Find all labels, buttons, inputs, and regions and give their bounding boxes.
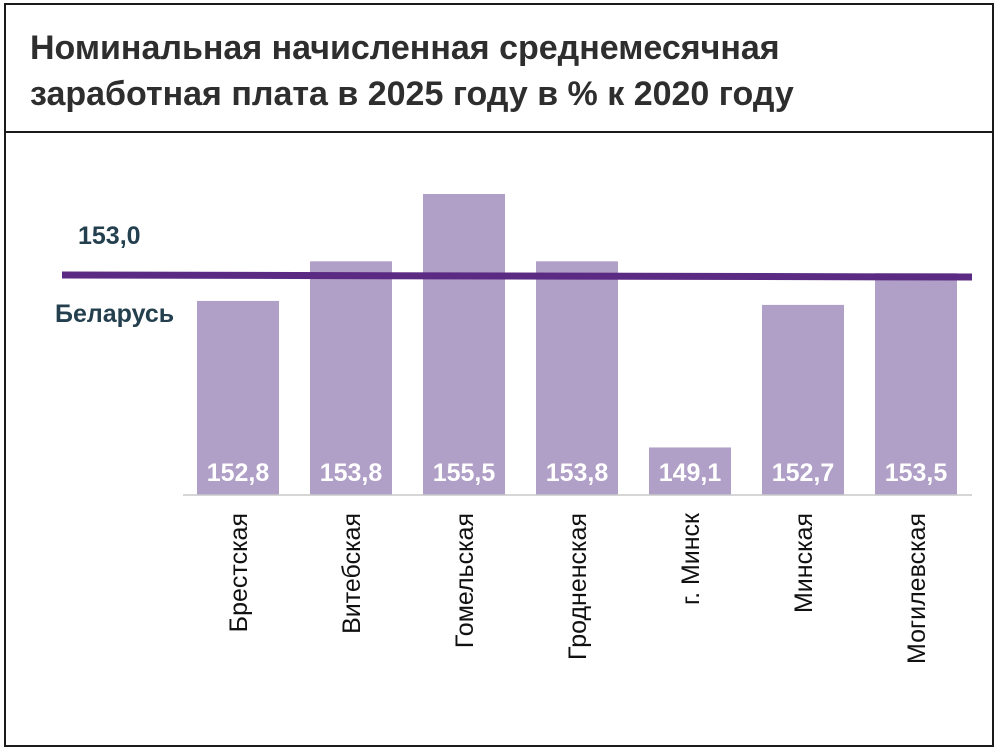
bar-value-label: 153,8 — [546, 459, 609, 487]
bar-value-label: 152,7 — [772, 459, 835, 487]
reference-name-label: Беларусь — [55, 300, 174, 328]
bar — [310, 261, 392, 495]
category-label: Минская — [790, 513, 818, 613]
category-label: Гродненская — [564, 513, 592, 660]
category-label: Могилевская — [903, 513, 931, 664]
reference-line — [61, 271, 973, 281]
bar — [762, 304, 844, 495]
chart-title: Номинальная начисленная среднемесячная з… — [30, 29, 794, 113]
category-label: Гомельская — [451, 513, 479, 648]
bar — [875, 273, 957, 495]
bar-value-label: 152,8 — [207, 459, 270, 487]
bar — [423, 194, 505, 495]
bar — [197, 300, 279, 495]
category-label: Брестская — [225, 513, 253, 632]
bar-value-label: 153,8 — [320, 459, 383, 487]
bar — [536, 261, 618, 495]
bar-value-label: 155,5 — [433, 459, 496, 487]
category-label: Витебская — [338, 513, 366, 634]
reference-value-label: 153,0 — [78, 222, 141, 250]
bar — [649, 447, 731, 495]
bar-value-label: 153,5 — [885, 459, 948, 487]
category-label: г. Минск — [677, 512, 705, 605]
bar-value-label: 149,1 — [659, 459, 722, 487]
title-box: Номинальная начисленная среднемесячная з… — [6, 5, 992, 133]
